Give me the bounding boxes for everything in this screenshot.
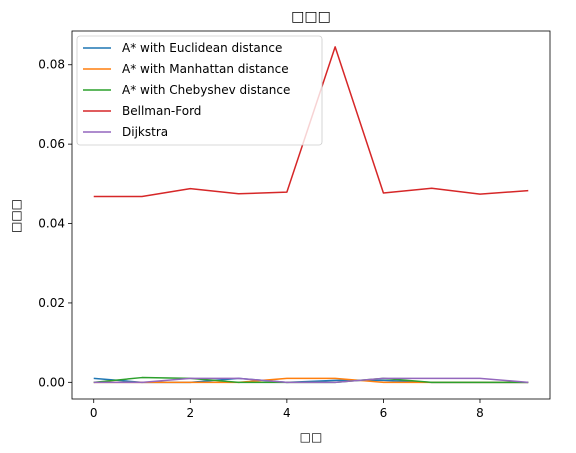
legend-label: A* with Chebyshev distance <box>122 83 290 97</box>
legend: A* with Euclidean distance A* with Manhat… <box>76 35 323 146</box>
legend-label: A* with Euclidean distance <box>122 41 282 55</box>
x-axis-title: □□ <box>300 430 323 444</box>
x-tick-label: 0 <box>90 406 98 420</box>
x-tick-label: 6 <box>380 406 388 420</box>
axis-ticks: 0 2 4 6 8 0.00 0.02 0.04 0.06 0.08 <box>38 58 484 420</box>
legend-label: Bellman-Ford <box>122 104 201 118</box>
y-tick-label: 0.00 <box>38 375 65 389</box>
y-axis-title: □□□ <box>9 199 23 233</box>
series-line-5 <box>93 377 529 384</box>
chart-title: □□□ <box>291 9 331 25</box>
legend-label: Dijkstra <box>122 125 168 139</box>
y-tick-label: 0.02 <box>38 296 65 310</box>
y-tick-label: 0.04 <box>38 217 65 231</box>
legend-label: A* with Manhattan distance <box>122 62 289 76</box>
y-tick-label: 0.08 <box>38 58 65 72</box>
legend-box <box>76 35 323 146</box>
y-tick-label: 0.06 <box>38 137 65 151</box>
x-tick-label: 8 <box>476 406 484 420</box>
x-tick-label: 4 <box>283 406 291 420</box>
x-tick-label: 2 <box>186 406 194 420</box>
plot-frame <box>71 30 551 400</box>
